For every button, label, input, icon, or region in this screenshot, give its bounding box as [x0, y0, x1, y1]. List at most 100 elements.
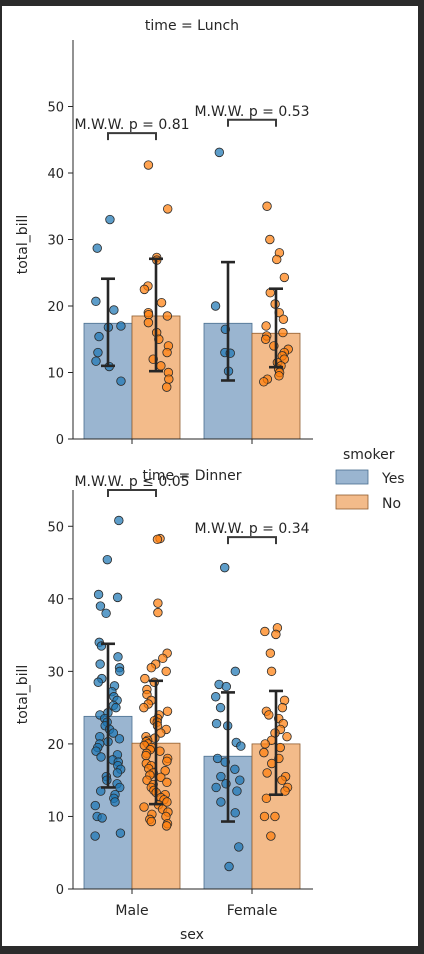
- point-yes-female: [216, 771, 226, 782]
- point-no-female: [282, 731, 292, 742]
- point-no-female: [260, 739, 270, 749]
- point-no-male: [161, 666, 171, 677]
- point-yes-female: [215, 702, 226, 713]
- legend-title: smoker: [343, 447, 395, 463]
- point-no-male: [153, 607, 163, 618]
- y-tick-label: 50: [47, 520, 64, 535]
- point-yes-male: [115, 782, 125, 793]
- point-no-female: [259, 747, 269, 758]
- point-yes-female: [221, 681, 232, 692]
- point-yes-female: [211, 692, 221, 702]
- point-yes-male: [92, 243, 102, 253]
- point-yes-female: [216, 797, 226, 807]
- point-no-male: [162, 311, 173, 321]
- chart-title: time = Dinner: [142, 468, 241, 484]
- y-tick-label: 10: [47, 367, 64, 382]
- y-tick-label: 40: [47, 593, 64, 608]
- point-no-male: [161, 821, 172, 831]
- point-no-female: [272, 254, 282, 265]
- point-no-male: [143, 309, 154, 320]
- point-no-male: [162, 347, 172, 358]
- legend-swatch-no: [335, 494, 369, 510]
- point-yes-male: [91, 296, 101, 307]
- point-no-female: [278, 314, 289, 325]
- point-no-female: [277, 775, 287, 785]
- point-no-female: [264, 710, 274, 720]
- point-no-male: [139, 702, 149, 713]
- point-no-female: [262, 201, 272, 211]
- point-no-female: [260, 626, 270, 637]
- point-no-male: [143, 317, 154, 328]
- point-no-female: [271, 629, 281, 640]
- point-yes-female: [230, 808, 240, 818]
- point-no-female: [280, 786, 290, 796]
- point-no-female: [266, 666, 277, 677]
- point-yes-male: [101, 608, 111, 619]
- y-tick-label: 50: [47, 101, 64, 116]
- point-yes-male: [93, 589, 104, 600]
- point-no-male: [164, 374, 174, 384]
- annotation-label: M.W.W. p = 0.81: [74, 117, 189, 133]
- point-yes-male: [116, 321, 126, 331]
- point-no-male: [141, 750, 151, 761]
- legend-label-yes: Yes: [381, 471, 405, 487]
- point-yes-male: [91, 356, 101, 366]
- point-yes-female: [232, 786, 242, 796]
- point-no-female: [259, 377, 269, 387]
- point-yes-male: [114, 734, 125, 744]
- point-yes-male: [95, 659, 105, 669]
- point-yes-female: [234, 842, 244, 852]
- point-yes-female: [212, 753, 223, 764]
- point-no-male: [162, 777, 172, 788]
- annotation-label: M.W.W. p = 0.34: [194, 521, 309, 537]
- point-no-male: [153, 598, 163, 608]
- significance-bracket: [107, 132, 157, 141]
- y-tick-label: 20: [47, 300, 64, 315]
- point-no-female: [260, 334, 271, 344]
- point-no-male: [146, 816, 157, 827]
- point-no-female: [274, 371, 284, 381]
- point-yes-male: [109, 305, 119, 315]
- point-yes-male: [112, 768, 123, 778]
- point-yes-female: [230, 764, 240, 775]
- point-yes-male: [114, 515, 124, 526]
- point-no-male: [162, 706, 173, 716]
- point-yes-male: [93, 677, 103, 687]
- significance-bracket: [227, 536, 277, 545]
- point-no-female: [262, 768, 272, 778]
- y-tick-label: 40: [47, 167, 64, 182]
- point-yes-male: [102, 554, 113, 565]
- y-tick-label: 20: [47, 738, 64, 753]
- point-yes-male: [90, 800, 100, 811]
- point-no-male: [160, 766, 170, 776]
- chart-panel-lunch: time = Lunch M.W.W. p = 0.81 M.W.W. p = 0.…: [15, 18, 313, 448]
- point-no-male: [162, 382, 172, 392]
- point-no-male: [139, 284, 150, 295]
- legend-swatch-yes: [335, 469, 369, 485]
- point-no-female: [270, 811, 280, 822]
- point-yes-female: [214, 147, 225, 158]
- x-tick-label: Female: [227, 903, 278, 919]
- point-yes-male: [115, 666, 125, 677]
- point-no-male: [146, 663, 157, 673]
- point-yes-male: [96, 786, 106, 796]
- annotation-label: M.W.W. p = 0.53: [194, 104, 309, 120]
- point-no-male: [156, 297, 167, 308]
- y-axis-label: total_bill: [15, 665, 31, 725]
- point-no-male: [143, 160, 154, 170]
- y-tick-label: 0: [56, 883, 64, 898]
- point-yes-male: [115, 828, 126, 838]
- significance-bracket: [107, 489, 157, 497]
- point-yes-male: [95, 601, 106, 611]
- point-yes-female: [236, 741, 246, 751]
- point-yes-male: [113, 652, 123, 662]
- point-yes-female: [210, 301, 221, 311]
- point-no-female: [278, 327, 288, 338]
- y-tick-label: 10: [47, 810, 64, 825]
- point-no-female: [266, 831, 276, 841]
- point-yes-male: [116, 376, 126, 386]
- point-no-female: [279, 272, 290, 283]
- y-tick-label: 30: [47, 665, 64, 680]
